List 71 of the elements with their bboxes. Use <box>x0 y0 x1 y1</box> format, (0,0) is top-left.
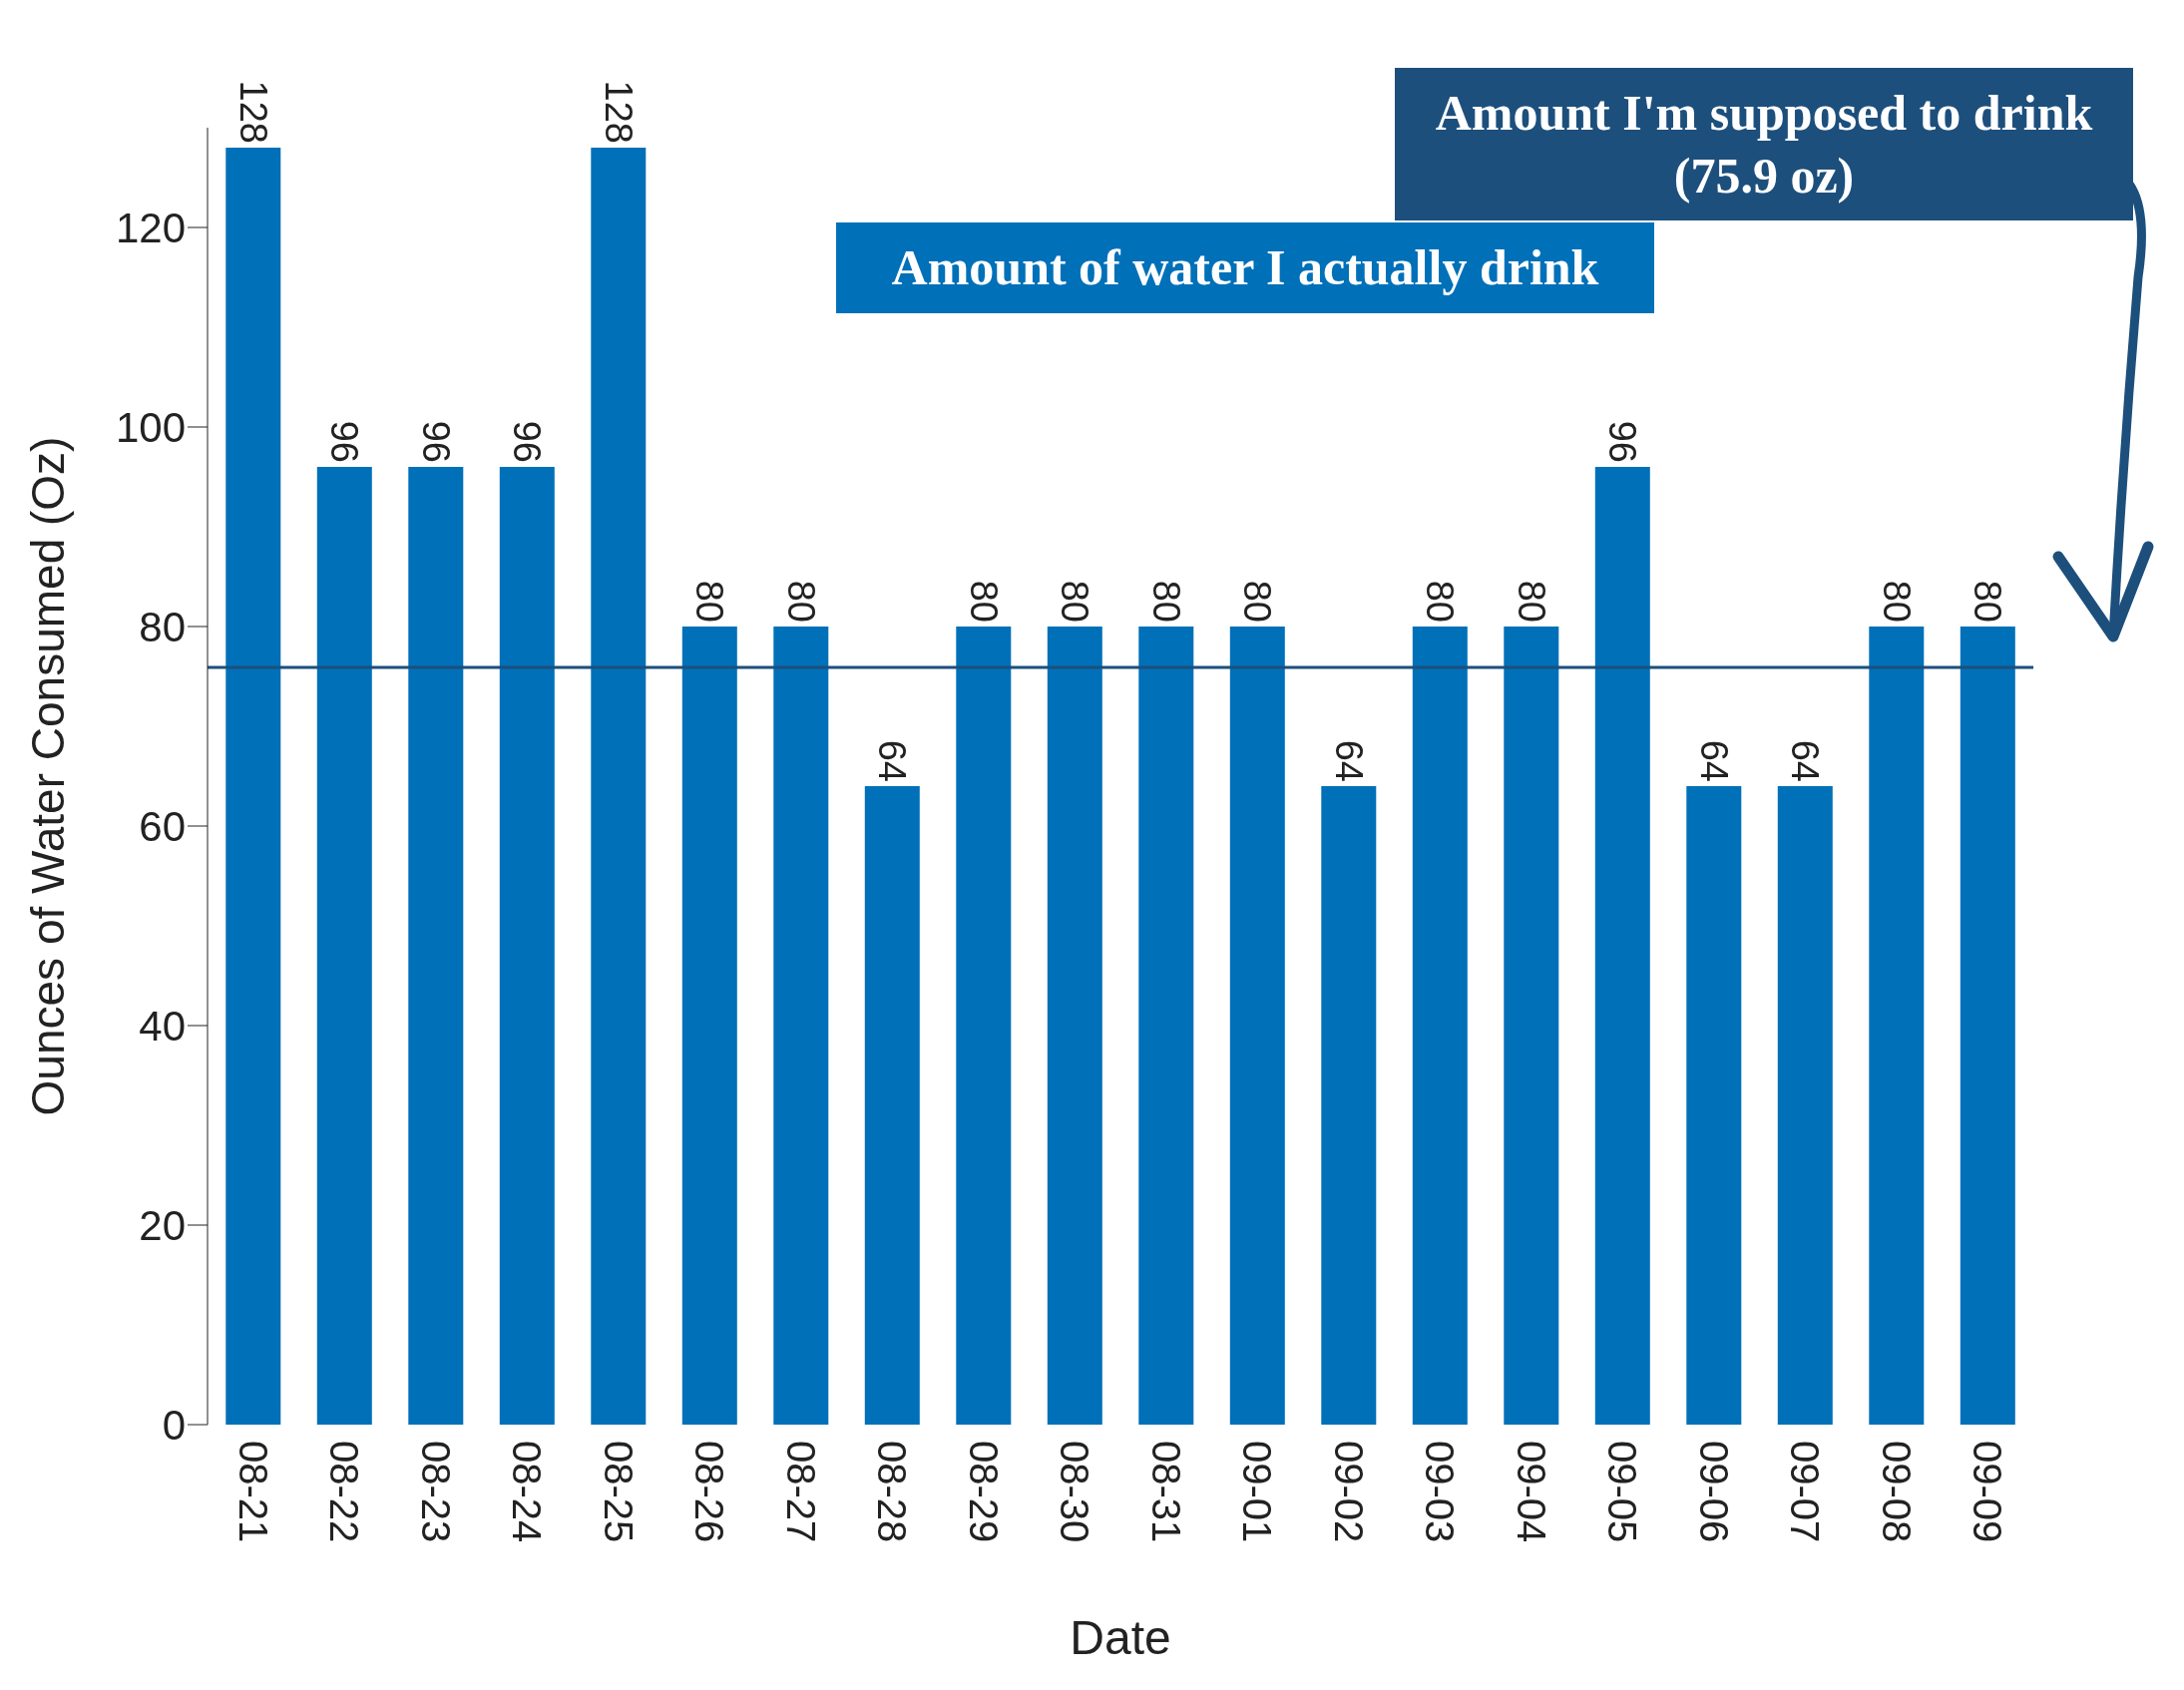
bar <box>225 148 281 1425</box>
bar <box>1594 467 1650 1425</box>
x-tick-label: 09-03 <box>1418 1441 1463 1543</box>
bar <box>591 148 647 1425</box>
y-axis-title: Ounces of Water Consumed (Oz) <box>22 436 75 1116</box>
y-tick-label: 0 <box>162 1401 186 1449</box>
x-tick-label: 08-30 <box>1053 1441 1097 1543</box>
x-tick-label: 08-22 <box>322 1441 367 1543</box>
y-tick-label: 40 <box>139 1002 186 1050</box>
x-tick-label: 09-01 <box>1235 1441 1280 1543</box>
data-label: 96 <box>1601 420 1644 463</box>
x-tick-label: 08-28 <box>870 1441 915 1543</box>
bar <box>499 467 555 1425</box>
bar <box>773 627 829 1425</box>
data-label: 80 <box>1875 580 1918 623</box>
x-tick-label: 09-05 <box>1600 1441 1645 1543</box>
data-label: 80 <box>1966 580 2009 623</box>
x-tick-label: 08-23 <box>413 1441 458 1543</box>
y-tick-label: 60 <box>139 802 186 850</box>
x-tick-label: 08-27 <box>778 1441 823 1543</box>
x-tick-label: 08-24 <box>505 1441 550 1543</box>
bar <box>1412 627 1468 1425</box>
bar <box>1229 627 1285 1425</box>
x-tick-label: 08-21 <box>230 1441 275 1543</box>
bar <box>956 627 1012 1425</box>
data-label: 80 <box>1510 580 1552 623</box>
data-label: 80 <box>779 580 822 623</box>
data-label: 80 <box>688 580 731 623</box>
data-label: 64 <box>1692 739 1735 782</box>
x-tick-label: 09-04 <box>1509 1441 1553 1543</box>
data-label: 64 <box>1784 739 1827 782</box>
data-label: 80 <box>1144 580 1187 623</box>
data-label: 64 <box>871 739 914 782</box>
data-label: 80 <box>1236 580 1279 623</box>
bar <box>1047 627 1102 1425</box>
x-tick-label: 08-31 <box>1143 1441 1188 1543</box>
data-label: 80 <box>962 580 1005 623</box>
bar <box>681 627 737 1425</box>
bar <box>316 467 372 1425</box>
bar <box>408 467 464 1425</box>
x-tick-label: 09-07 <box>1783 1441 1828 1543</box>
data-label: 128 <box>597 80 640 144</box>
x-tick-label: 09-09 <box>1966 1441 2010 1543</box>
x-tick-label: 08-26 <box>687 1441 732 1543</box>
bar <box>864 786 920 1425</box>
annotation: Amount I'm supposed to drink (75.9 oz) <box>1395 68 2133 220</box>
x-tick-label: 09-02 <box>1326 1441 1371 1543</box>
bar <box>1321 786 1377 1425</box>
y-tick-label: 120 <box>115 204 186 251</box>
x-tick-label: 08-25 <box>596 1441 641 1543</box>
x-tick-label: 09-08 <box>1874 1441 1919 1543</box>
data-label: 128 <box>231 80 274 144</box>
annotation: Amount of water I actually drink <box>836 222 1654 313</box>
data-label: 80 <box>1419 580 1462 623</box>
y-tick-label: 80 <box>139 603 186 650</box>
bar <box>1960 627 2015 1425</box>
data-label: 96 <box>323 420 366 463</box>
bar <box>1777 786 1833 1425</box>
bar <box>1504 627 1559 1425</box>
bar <box>1138 627 1194 1425</box>
data-label: 80 <box>1054 580 1096 623</box>
x-tick-label: 08-29 <box>961 1441 1006 1543</box>
data-label: 96 <box>414 420 457 463</box>
bar <box>1686 786 1742 1425</box>
x-tick-label: 09-06 <box>1691 1441 1736 1543</box>
y-tick-label: 20 <box>139 1201 186 1249</box>
x-axis-title: Date <box>1070 1611 1171 1664</box>
y-tick-label: 100 <box>115 403 186 451</box>
data-label: 96 <box>506 420 549 463</box>
bar <box>1869 627 1925 1425</box>
data-label: 64 <box>1327 739 1370 782</box>
